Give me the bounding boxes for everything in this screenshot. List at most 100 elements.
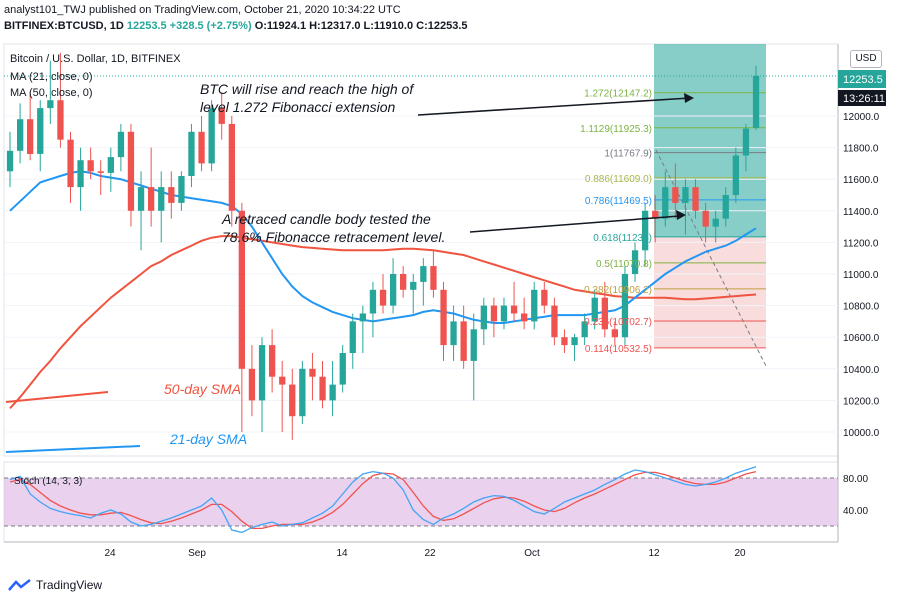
price-tick-label: 11000.0 bbox=[843, 270, 879, 281]
candle-body bbox=[137, 187, 145, 211]
ma50-chart-label: 50-day SMA bbox=[164, 381, 241, 397]
candle-body bbox=[319, 376, 326, 401]
candles bbox=[6, 52, 760, 440]
candle-body bbox=[168, 187, 175, 203]
candle-body bbox=[47, 100, 54, 109]
price-tick-label: 10400.0 bbox=[843, 365, 880, 376]
fib-level-label: 0.382(10906.2) bbox=[584, 285, 652, 296]
candle-body bbox=[521, 313, 528, 322]
ma21-chart-label: 21-day SMA bbox=[169, 431, 247, 447]
candle-body bbox=[6, 150, 14, 172]
price-tick-label: 11800.0 bbox=[843, 144, 879, 155]
fib-level-label: 1.1129(11925.3) bbox=[580, 124, 652, 135]
fibonacci-labels: 1.272(12147.2) 1.1129(11925.3) 1(11767.9) 0… bbox=[580, 89, 652, 355]
candle-body bbox=[601, 297, 608, 330]
candle-body bbox=[289, 384, 296, 417]
price-tick-label: 11400.0 bbox=[843, 207, 879, 218]
candle-body bbox=[642, 210, 649, 251]
candle-body bbox=[430, 266, 437, 290]
ma21-line bbox=[9, 170, 757, 324]
symbol: BITFINEX:BTCUSD, 1D bbox=[4, 20, 124, 32]
candle-body bbox=[17, 119, 24, 151]
candle-body bbox=[148, 187, 155, 211]
candle-body bbox=[279, 376, 286, 385]
candle-body bbox=[27, 119, 34, 154]
candle-body bbox=[470, 329, 477, 361]
ma50-label-line bbox=[5, 391, 109, 403]
fib-level-label: 0.114(10532.5) bbox=[585, 344, 652, 355]
candle-body bbox=[37, 108, 44, 154]
candle-body bbox=[107, 157, 114, 173]
time-tick-label: Sep bbox=[188, 548, 206, 559]
candle-body bbox=[400, 274, 407, 290]
ma50-legend: MA (50, close, 0) bbox=[10, 87, 93, 99]
candle-body bbox=[117, 131, 125, 158]
tradingview-logo[interactable]: TradingView bbox=[8, 578, 102, 592]
candle-body bbox=[571, 337, 578, 346]
price-tick-label: 10600.0 bbox=[843, 333, 880, 344]
candle-body bbox=[238, 210, 245, 369]
annotation-rise-line2: level 1.272 Fibonacci extension bbox=[200, 99, 396, 115]
ma50-path bbox=[9, 235, 757, 409]
price-tick-label: 10000.0 bbox=[843, 428, 880, 439]
ma21-label-line bbox=[5, 445, 141, 453]
candle-body bbox=[248, 368, 256, 401]
candle-body bbox=[450, 321, 457, 346]
candle-body bbox=[440, 289, 447, 346]
price-tag-bg bbox=[838, 70, 886, 88]
fib-level-label: 0.886(11609.0) bbox=[585, 174, 652, 185]
time-tick-label: 24 bbox=[104, 548, 116, 559]
ma21-path bbox=[9, 170, 757, 324]
candle-body bbox=[158, 187, 165, 211]
candle-body bbox=[662, 187, 669, 219]
fib-lower-zone bbox=[654, 236, 766, 348]
candle-body bbox=[631, 250, 639, 274]
candle-body bbox=[500, 305, 508, 322]
price-tick-label: 10800.0 bbox=[843, 302, 880, 313]
candle-body bbox=[67, 139, 74, 188]
fib-level-label: 0.5(11070.8) bbox=[596, 259, 652, 270]
stoch-tick-label: 80.00 bbox=[843, 474, 868, 485]
candle-body bbox=[480, 305, 487, 330]
candle-body bbox=[510, 305, 518, 314]
tradingview-logo-icon bbox=[8, 579, 31, 591]
candle-body bbox=[218, 108, 225, 124]
candle-body bbox=[228, 123, 235, 211]
candle-body bbox=[97, 171, 104, 173]
ma50-line bbox=[9, 235, 757, 409]
candle-body bbox=[420, 266, 427, 282]
candle-body bbox=[752, 75, 760, 128]
instrument-title: Bitcoin / U.S. Dollar, 1D, BITFINEX bbox=[10, 53, 181, 65]
annotation-retrace-line1: A retraced candle body tested the bbox=[221, 211, 431, 227]
candle-body bbox=[722, 195, 729, 219]
annotation-arrowhead-rise bbox=[684, 93, 694, 103]
grid bbox=[4, 115, 838, 433]
price-axis: 12000.0 11800.0 11600.0 11400.0 11200.0 11000… bbox=[843, 112, 880, 439]
candle-body bbox=[198, 131, 205, 164]
candle-body bbox=[77, 160, 84, 188]
price-tick-label: 11200.0 bbox=[843, 238, 879, 249]
fib-level-label: 1.272(12147.2) bbox=[584, 89, 652, 100]
time-axis: 24 Sep 14 22 Oct 12 20 bbox=[104, 548, 746, 559]
candle-body bbox=[57, 100, 64, 140]
symbol-ohlc-line: BITFINEX:BTCUSD, 1D 12253.5 +328.5 (+2.7… bbox=[4, 20, 468, 32]
stoch-tick-label: 40.00 bbox=[843, 506, 868, 517]
last-price: 12253.5 bbox=[126, 20, 167, 32]
price-tag: 12253.5 bbox=[843, 74, 883, 86]
candle-body bbox=[732, 155, 739, 195]
annotation-arrowhead-retrace bbox=[676, 210, 686, 220]
time-tick-label: 22 bbox=[424, 548, 436, 559]
currency-selector[interactable]: USD bbox=[850, 50, 882, 68]
annotation-retrace-line2: 78.6% Fibonacce retracement level. bbox=[222, 229, 445, 245]
brand-name: TradingView bbox=[36, 578, 103, 592]
candle-body bbox=[299, 368, 306, 417]
fib-trend-line bbox=[655, 149, 767, 367]
candle-body bbox=[541, 289, 548, 306]
price-change: +328.5 (+2.75%) bbox=[169, 20, 252, 32]
candle-body bbox=[369, 289, 377, 314]
candle-body bbox=[531, 289, 538, 322]
price-tick-label: 12000.0 bbox=[843, 112, 880, 123]
candle-body bbox=[410, 281, 417, 290]
candle-body bbox=[339, 353, 346, 385]
